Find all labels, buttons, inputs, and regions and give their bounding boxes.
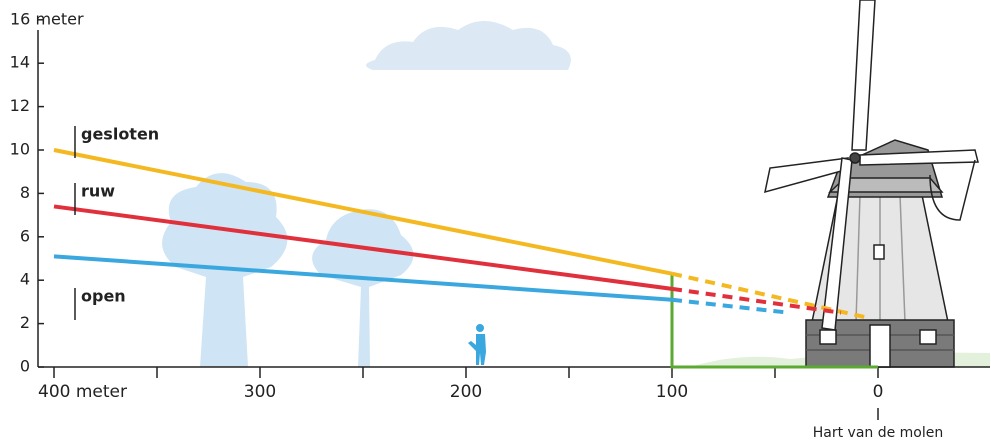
y-tick-label: 14	[10, 53, 30, 72]
x-tick-label: 300	[244, 382, 276, 402]
y-tick-label: 8	[20, 183, 30, 202]
y-tick-label: 4	[20, 270, 30, 289]
background-art	[162, 0, 990, 368]
y-tick-label: 0	[20, 357, 30, 376]
series-line-dashed	[671, 297, 790, 315]
y-tick-label: 10	[10, 140, 30, 159]
series-line	[53, 204, 673, 291]
x-tick-label: 400 meter	[38, 382, 127, 402]
legend-label: gesloten	[81, 125, 159, 144]
x-tick-label: 0	[873, 382, 884, 402]
legend-label: open	[81, 287, 126, 306]
legend-label: ruw	[81, 182, 115, 201]
person	[468, 324, 486, 365]
x-tick-label: 200	[450, 382, 482, 402]
y-tick-label: 6	[20, 226, 30, 245]
annotation: Hart van de molen	[813, 425, 944, 441]
tree	[162, 173, 414, 367]
y-tick-label: 16 meter	[10, 9, 84, 28]
boundary-line	[670, 273, 878, 369]
series-line	[53, 148, 673, 276]
series-line	[53, 254, 673, 302]
x-tick-label: 100	[656, 382, 688, 402]
windmill	[764, 0, 979, 368]
cloud	[365, 21, 571, 70]
y-tick-label: 12	[10, 96, 30, 115]
y-tick-label: 2	[20, 313, 30, 332]
series-line-dashed	[671, 286, 842, 315]
